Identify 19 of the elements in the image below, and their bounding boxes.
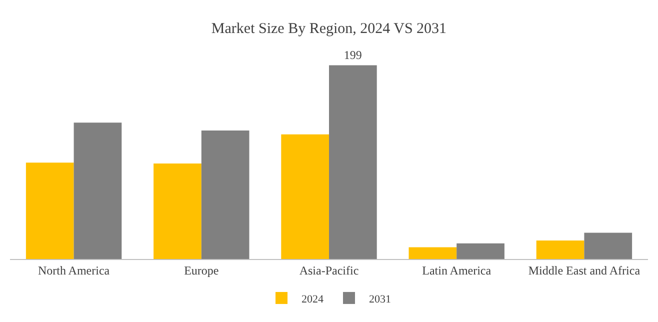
chart-title: Market Size By Region, 2024 VS 2031: [211, 21, 447, 38]
bar: [584, 232, 632, 259]
data-label: 199: [344, 48, 362, 62]
bar: [154, 164, 202, 259]
x-tick-label: Middle East and Africa: [528, 263, 641, 278]
x-tick-label: North America: [38, 263, 110, 278]
legend-label: 2024: [302, 293, 324, 306]
bar: [26, 162, 74, 259]
x-tick-label: Europe: [184, 263, 219, 278]
bar: [456, 243, 504, 259]
x-tick-label: Asia-Pacific: [299, 263, 359, 278]
x-tick-label: Latin America: [422, 263, 492, 278]
bar: [329, 65, 377, 259]
bar: [536, 240, 584, 259]
bar: [201, 130, 250, 259]
legend-label: 2031: [369, 293, 391, 306]
bar: [281, 134, 329, 259]
bar: [74, 122, 122, 259]
bar: [408, 247, 457, 259]
